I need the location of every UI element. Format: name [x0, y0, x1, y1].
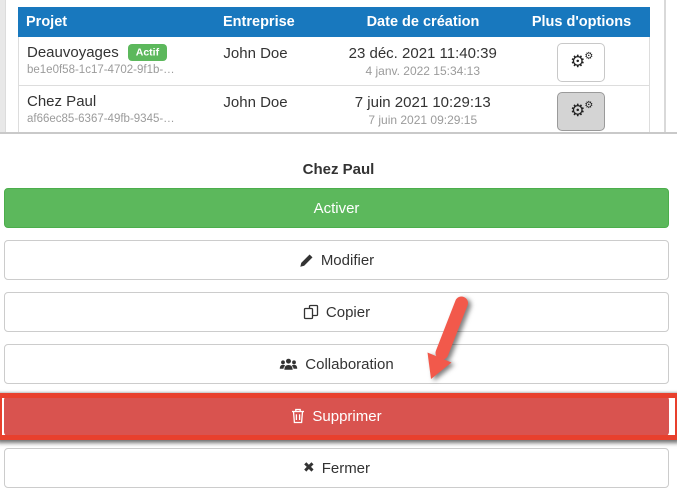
table-header-row: Projet Entreprise Date de création Plus …	[18, 7, 650, 37]
table-body: Deauvoyages Actif be1e0f58-1c17-4702-9f1b…	[18, 37, 650, 132]
modification-date: 7 juin 2021 09:29:15	[368, 113, 478, 127]
options-button[interactable]: ⚙ ⚙	[556, 92, 605, 131]
close-button[interactable]: ✖ Fermer	[4, 448, 669, 488]
column-header-entreprise: Entreprise	[223, 14, 295, 30]
cogs-icon: ⚙ ⚙	[570, 51, 594, 72]
cogs-icon: ⚙ ⚙	[570, 100, 594, 121]
panel-right-edge	[664, 0, 666, 132]
pencil-icon	[299, 253, 314, 268]
collaboration-label: Collaboration	[305, 355, 394, 373]
edit-button[interactable]: Modifier	[4, 240, 669, 280]
company-name: John Doe	[223, 45, 288, 62]
close-label: Fermer	[321, 459, 371, 477]
creation-date: 7 juin 2021 10:29:13	[354, 94, 491, 111]
table-row: Chez Paul af66ec85-6367-49fb-9345-… John…	[19, 85, 649, 132]
column-header-projet: Projet	[26, 14, 68, 30]
column-header-date-creation: Date de création	[366, 14, 480, 30]
users-icon	[279, 357, 298, 372]
creation-date: 23 déc. 2021 11:40:39	[348, 45, 497, 62]
options-button[interactable]: ⚙ ⚙	[556, 43, 605, 82]
projects-table: Projet Entreprise Date de création Plus …	[18, 7, 650, 132]
project-id: be1e0f58-1c17-4702-9f1b-…	[27, 64, 175, 76]
table-row: Deauvoyages Actif be1e0f58-1c17-4702-9f1b…	[19, 37, 649, 85]
modification-date: 4 janv. 2022 15:34:13	[365, 64, 481, 78]
delete-label: Supprimer	[312, 407, 382, 425]
activate-button[interactable]: Activer	[4, 188, 669, 228]
trash-icon	[291, 408, 305, 424]
copy-button[interactable]: Copier	[4, 292, 669, 332]
action-sheet-title: Chez Paul	[302, 161, 375, 178]
activate-label: Activer	[313, 199, 360, 217]
project-name: Chez Paul	[27, 93, 97, 110]
column-header-plus-options: Plus d'options	[531, 14, 632, 30]
project-name: Deauvoyages	[27, 44, 119, 61]
action-sheet: Activer Modifier Copier Collaboration	[4, 188, 669, 488]
company-name: John Doe	[223, 94, 288, 111]
collaboration-button[interactable]: Collaboration	[4, 344, 669, 384]
edit-label: Modifier	[320, 251, 375, 269]
delete-button[interactable]: Supprimer	[4, 396, 669, 436]
copy-label: Copier	[325, 303, 371, 321]
panel-left-edge	[0, 0, 6, 132]
project-id: af66ec85-6367-49fb-9345-…	[27, 113, 175, 125]
close-icon: ✖	[302, 460, 315, 476]
status-badge: Actif	[127, 43, 168, 61]
projects-table-panel: Projet Entreprise Date de création Plus …	[0, 0, 677, 134]
copy-icon	[303, 304, 319, 320]
